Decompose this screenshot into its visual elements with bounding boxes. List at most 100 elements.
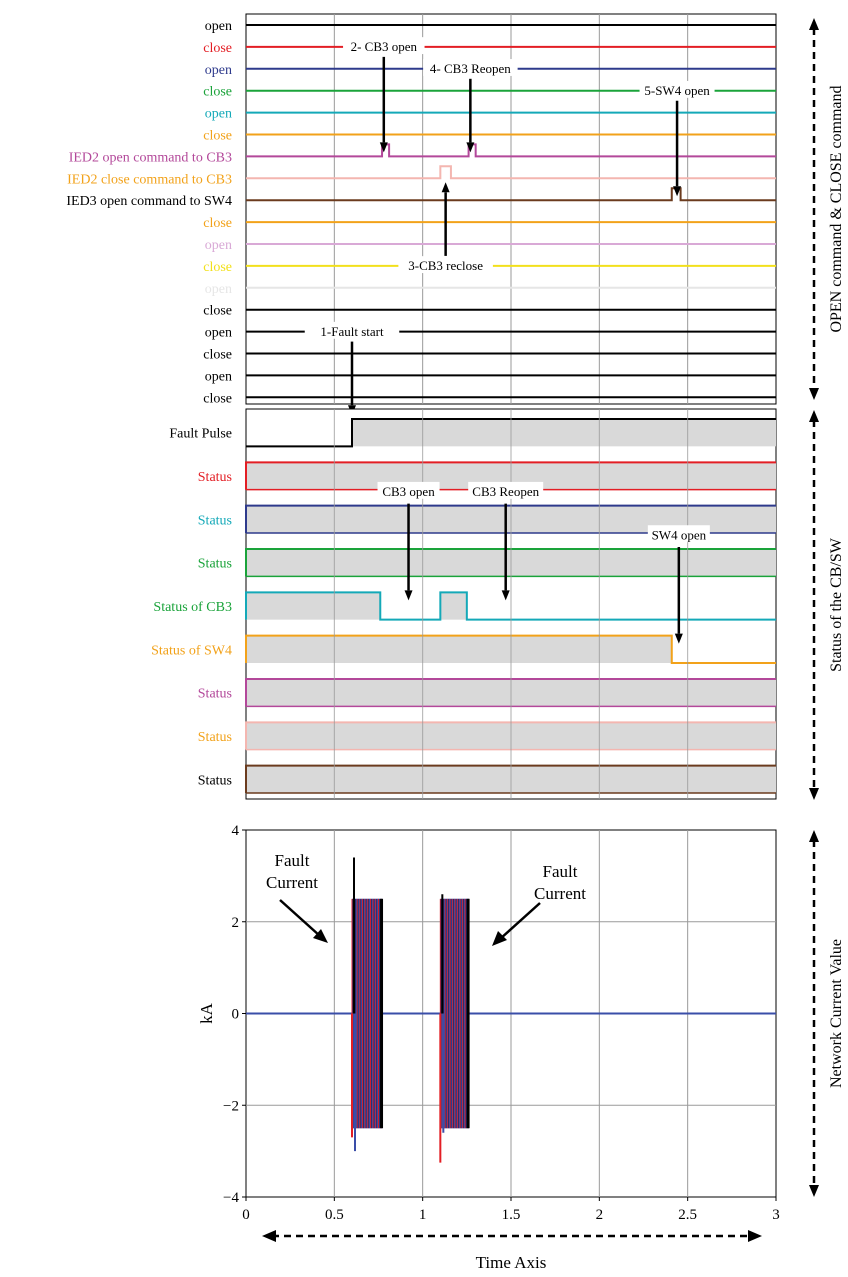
current-side-arrow-bottom (809, 1185, 819, 1197)
status-trace (245, 591, 776, 621)
command-side-arrow-top (809, 18, 819, 30)
y-tick-label: −2 (223, 1098, 239, 1114)
fault-burst-edge (466, 898, 470, 1129)
command-channel-label: open (205, 282, 232, 297)
time-axis-arrow-left-head (262, 1230, 276, 1242)
status-fill (352, 419, 776, 447)
status-side-arrow-bottom (809, 788, 819, 800)
command-arrow-head (379, 142, 388, 153)
status-channel-label: Status of SW4 (151, 643, 232, 658)
command-arrow-head (441, 182, 450, 193)
status-fill (246, 635, 672, 663)
fault-label-box-left (254, 848, 332, 896)
command-channel-label: close (203, 304, 232, 319)
command-annotation: 5-SW4 open (644, 83, 710, 98)
status-channel-label: Fault Pulse (169, 427, 232, 442)
status-arrow-head (404, 590, 413, 601)
fault-label-right-line1: Fault (543, 862, 578, 881)
command-channel-label: close (203, 85, 232, 100)
command-channel-label: IED3 open command to SW4 (66, 194, 232, 209)
fault-label-left-line1: Fault (275, 851, 310, 870)
status-channel-label: Status (198, 513, 232, 528)
fault-arrow-left (279, 899, 321, 937)
command-trace (246, 143, 776, 158)
status-fill (246, 592, 381, 620)
status-channel-label: Status (198, 470, 232, 485)
status-annotation: SW4 open (652, 527, 707, 542)
y-axis-label: kA (197, 1002, 216, 1024)
command-channel-label: open (205, 63, 232, 78)
fault-arrow-left-head (313, 929, 328, 943)
command-channel-label: IED2 open command to CB3 (69, 150, 232, 165)
status-channel-label: Status (198, 773, 232, 788)
fault-burst-edge (380, 898, 384, 1129)
current-panel: 420−2−40 0.5 1 1.5 2 2.5 3FaultCurrentFaultCur… (197, 823, 780, 1272)
status-annotation-box (647, 525, 710, 543)
y-tick-label: 4 (232, 823, 240, 839)
command-channel-label: IED2 close command to CB3 (67, 172, 232, 187)
side-labels: OPEN command & CLOSE command Status of th… (809, 18, 845, 1197)
status-channel-label: Status (198, 557, 232, 572)
command-channel-label: open (205, 326, 232, 341)
x-tick-label: 2.5 (678, 1207, 697, 1223)
current-side-label: Network Current Value (828, 939, 845, 1088)
fault-label-right-line2: Current (534, 884, 586, 903)
command-annotation-box (639, 80, 715, 98)
fault-label-left-line2: Current (266, 873, 318, 892)
command-annotation: 4- CB3 Reopen (430, 61, 511, 76)
status-channel-label: Status of CB3 (153, 600, 232, 615)
command-annotation-box (423, 59, 518, 76)
command-arrow-head (466, 142, 475, 153)
x-tick-label: 2 (596, 1207, 604, 1223)
fault-arrow-right (499, 902, 541, 940)
status-trace (246, 418, 776, 448)
command-channel-label: close (203, 348, 232, 363)
y-tick-label: 0 (232, 1007, 240, 1023)
command-annotation-box (343, 37, 425, 55)
fault-arrow-right-head (492, 931, 507, 946)
status-annotation: CB3 Reopen (472, 484, 539, 499)
time-axis-arrow-right-head (748, 1230, 762, 1242)
status-side-arrow-top (809, 410, 819, 422)
fault-label-box-right (520, 858, 598, 906)
command-annotation-box (398, 256, 493, 274)
status-panel: Fault Pulse Status Status Status Status of C… (151, 408, 777, 800)
command-channel-label: close (203, 129, 232, 144)
y-tick-label: −4 (223, 1190, 239, 1206)
status-annotation-box (468, 481, 544, 499)
command-channel-label: open (205, 238, 232, 253)
command-channel-label: open (205, 107, 232, 122)
command-trace (246, 165, 776, 180)
status-arrow-head (501, 590, 510, 601)
command-channel-label: close (203, 41, 232, 56)
x-tick-label: 1 (419, 1207, 427, 1223)
x-tick-label: 0 (242, 1207, 250, 1223)
x-tick-label: 1.5 (502, 1207, 521, 1223)
command-channel-label: close (203, 260, 232, 275)
status-channel-label: Status (198, 730, 232, 745)
command-annotation: 3-CB3 reclose (408, 258, 483, 273)
status-fill (440, 592, 467, 620)
command-channel-label: close (203, 391, 232, 406)
command-annotation-box (304, 321, 400, 339)
command-annotation: 1-Fault start (320, 324, 384, 339)
command-arrow-head (673, 186, 682, 197)
command-channel-label: open (205, 369, 232, 384)
command-side-arrow-bottom (809, 388, 819, 400)
x-tick-label: 0.5 (325, 1207, 344, 1223)
status-annotation: CB3 open (382, 484, 435, 499)
current-side-arrow-top (809, 830, 819, 842)
y-tick-label: 2 (232, 915, 240, 931)
command-channel-label: open (205, 19, 232, 34)
status-annotation-box (377, 481, 440, 499)
status-arrow-head (674, 633, 683, 644)
command-annotation: 2- CB3 open (351, 39, 418, 54)
x-axis-label: Time Axis (476, 1253, 547, 1272)
x-tick-label: 3 (772, 1207, 780, 1223)
command-side-label: OPEN command & CLOSE command (828, 85, 845, 332)
status-channel-label: Status (198, 687, 232, 702)
command-channel-label: close (203, 216, 232, 231)
command-panel: open close open close open close IED2 open com… (66, 13, 777, 416)
status-side-label: Status of the CB/SW (828, 537, 845, 672)
